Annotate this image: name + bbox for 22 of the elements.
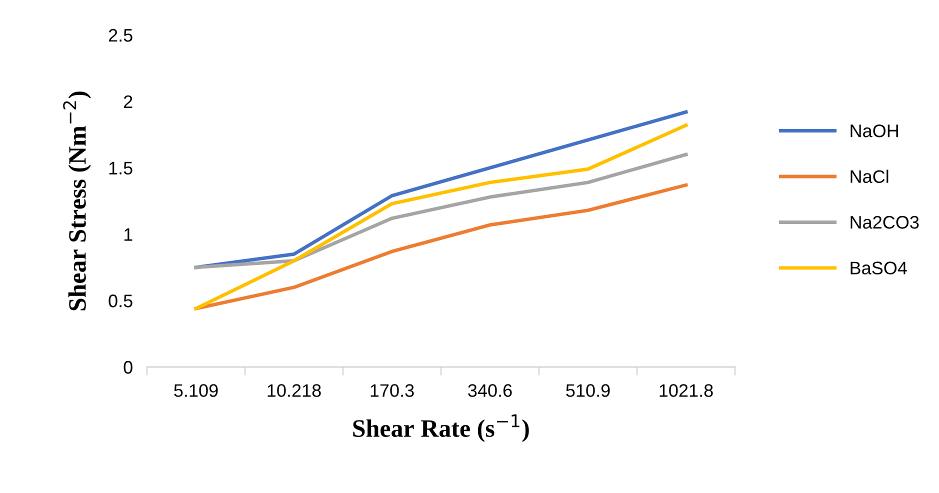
x-tick-label: 10.218 <box>268 384 321 397</box>
y-tick-label: 0.5 <box>108 294 132 308</box>
y-axis-title: Shear Stress (Nm$^{−2}$) <box>63 92 91 310</box>
legend-label: Na2CO3 <box>850 216 919 229</box>
x-tick-label: 510.9 <box>566 384 610 397</box>
legend-label: NaCl <box>850 170 888 183</box>
y-tick-label: 0 <box>124 360 132 374</box>
y-tick-label: 2 <box>124 95 132 108</box>
x-axis-title: Shear Rate (s$^{−1}$) <box>353 414 529 442</box>
line-series <box>194 152 688 270</box>
legend-label: NaOH <box>850 124 898 138</box>
line-series <box>194 183 688 310</box>
y-tick-label: 2.5 <box>108 28 132 42</box>
x-tick-label: 1021.8 <box>660 384 713 397</box>
x-tick-label: 5.109 <box>174 384 218 397</box>
x-tick-label: 340.6 <box>468 384 512 397</box>
y-tick-label: 1 <box>124 228 132 241</box>
legend-label: BaSO4 <box>850 262 907 274</box>
line-series <box>194 124 688 310</box>
y-tick-label: 1.5 <box>109 162 132 175</box>
line-series <box>194 110 688 270</box>
x-tick-label: 170.3 <box>370 384 414 397</box>
